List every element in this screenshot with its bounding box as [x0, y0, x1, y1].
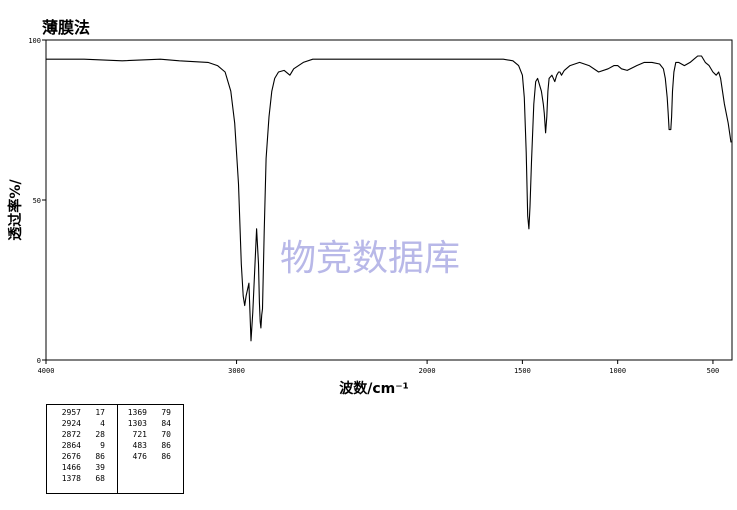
x-axis-ticks: 4000 3000 2000 1500 1000 500	[38, 360, 720, 375]
x-axis-label: 波数/cm⁻¹	[339, 380, 409, 397]
peak-wavenumber: 721	[132, 430, 147, 439]
peak-table: 2957 17 1369 79 2924 4 1303 84 2872 28 721 70 2864 9 4…	[46, 404, 184, 494]
peak-wavenumber	[113, 473, 147, 484]
peak-transmittance: 86	[161, 452, 171, 461]
peak-row: 2924 4 1303 84	[47, 418, 179, 429]
peak-transmittance: 68	[95, 474, 105, 483]
peak-transmittance: 4	[100, 419, 105, 428]
peak-wavenumber: 483	[132, 441, 147, 450]
x-tick-label: 1000	[609, 367, 626, 375]
peak-row: 2864 9 483 86	[47, 440, 179, 451]
peak-transmittance: 17	[95, 408, 105, 417]
peak-row: 2676 86 476 86	[47, 451, 179, 462]
y-tick-label: 100	[28, 37, 41, 45]
peak-transmittance	[147, 473, 179, 484]
peak-wavenumber: 2924	[61, 419, 81, 428]
y-axis-ticks: 0 50 100	[28, 37, 46, 365]
peak-wavenumber: 476	[132, 452, 147, 461]
peak-wavenumber: 1378	[61, 474, 81, 483]
peak-wavenumber: 2872	[61, 430, 81, 439]
peak-wavenumber: 2864	[61, 441, 81, 450]
method-title: 薄膜法	[42, 18, 91, 37]
peak-transmittance: 86	[95, 452, 105, 461]
y-tick-label: 50	[33, 197, 41, 205]
plot-frame	[45, 39, 733, 361]
peak-transmittance: 79	[161, 408, 171, 417]
x-tick-label: 1500	[514, 367, 531, 375]
x-tick-label: 3000	[228, 367, 245, 375]
peak-wavenumber: 1369	[127, 408, 147, 417]
peak-transmittance: 86	[161, 441, 171, 450]
peak-table-divider	[117, 405, 118, 493]
peak-wavenumber: 1466	[61, 463, 81, 472]
peak-row: 2957 17 1369 79	[47, 407, 179, 418]
peak-wavenumber: 2957	[61, 408, 81, 417]
peak-transmittance: 39	[95, 463, 105, 472]
y-tick-label: 0	[37, 357, 41, 365]
watermark: 物竞数据库	[280, 238, 460, 279]
ir-spectrum-chart: 物竞数据库 4000 3000 2000 1500 1000 500 0 50 100 波数/…	[7, 37, 733, 397]
peak-transmittance: 70	[161, 430, 171, 439]
x-tick-label: 2000	[419, 367, 436, 375]
peak-wavenumber: 2676	[61, 452, 81, 461]
peak-transmittance: 84	[161, 419, 171, 428]
peak-row: 1466 39	[47, 462, 179, 473]
peak-transmittance: 9	[100, 441, 105, 450]
peak-row: 2872 28 721 70	[47, 429, 179, 440]
x-tick-label: 500	[707, 367, 720, 375]
peak-row: 1378 68	[47, 473, 179, 484]
peak-transmittance: 28	[95, 430, 105, 439]
peak-wavenumber: 1303	[127, 419, 147, 428]
peak-wavenumber	[113, 462, 147, 473]
y-axis-label: 透过率%/	[7, 179, 24, 241]
x-tick-label: 4000	[38, 367, 55, 375]
peak-transmittance	[147, 462, 179, 473]
transmittance-series-line	[46, 55, 732, 342]
